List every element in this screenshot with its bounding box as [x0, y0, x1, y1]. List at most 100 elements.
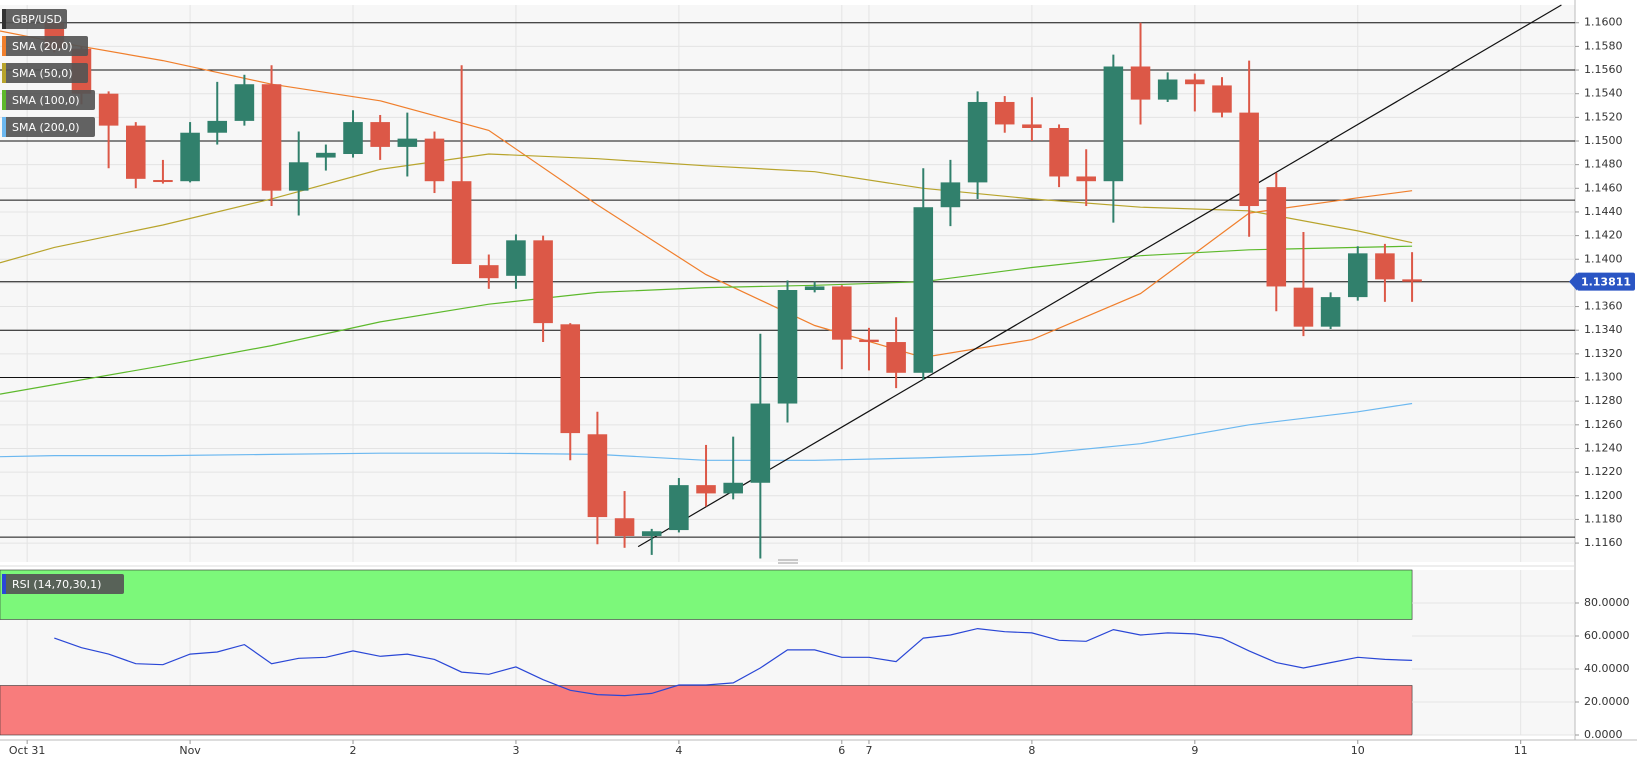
candle-body — [397, 138, 418, 147]
y-tick-label: 1.1360 — [1584, 300, 1623, 313]
x-tick-label: Nov — [179, 744, 201, 757]
y-tick-label: 1.1340 — [1584, 323, 1623, 336]
candle-body — [886, 342, 906, 373]
x-tick-label: 9 — [1191, 744, 1198, 757]
candle-body — [669, 485, 689, 531]
y-tick-label: 1.1500 — [1584, 134, 1623, 147]
candle-body — [696, 485, 716, 494]
x-tick-label: 10 — [1351, 744, 1365, 757]
candle-body — [1347, 253, 1368, 298]
candle-body — [1103, 66, 1124, 182]
y-tick-label: 0.0000 — [1584, 728, 1623, 741]
candle-body — [940, 182, 961, 208]
y-tick-label: 1.1600 — [1584, 16, 1623, 29]
y-tick-label: 1.1520 — [1584, 110, 1623, 123]
candle-body — [370, 122, 390, 147]
candle-body — [1185, 79, 1205, 85]
legend-box — [2, 90, 95, 110]
y-tick-label: 1.1560 — [1584, 63, 1623, 76]
y-tick-label: 1.1260 — [1584, 418, 1623, 431]
candle-body — [1157, 79, 1178, 100]
candle-body — [587, 434, 608, 518]
candle-body — [723, 482, 743, 494]
y-tick-label: 1.1220 — [1584, 465, 1623, 478]
x-tick-label: 3 — [512, 744, 519, 757]
x-tick-label: 8 — [1028, 744, 1035, 757]
candle-body — [424, 138, 445, 182]
candle-body — [1049, 127, 1069, 177]
legend-swatch — [2, 574, 6, 594]
legend-box — [2, 9, 67, 29]
legend-swatch — [2, 36, 6, 56]
y-tick-label: 1.1200 — [1584, 489, 1623, 502]
y-tick-label: 80.0000 — [1584, 596, 1630, 609]
y-tick-label: 1.1540 — [1584, 87, 1623, 100]
sma-line — [0, 30, 1413, 359]
candle-body — [506, 240, 526, 276]
candle-body — [560, 324, 581, 434]
x-tick-label: 6 — [838, 744, 845, 757]
legend-label: GBP/USD — [12, 13, 62, 26]
price-tag-pointer — [1569, 272, 1577, 291]
y-tick-label: 1.1580 — [1584, 39, 1623, 52]
candle-body — [533, 240, 553, 324]
y-tick-label: 1.1420 — [1584, 229, 1623, 242]
candle-body — [126, 125, 146, 179]
candle-body — [913, 207, 934, 373]
legend-label: SMA (100,0) — [12, 94, 80, 107]
legend-label: SMA (200,0) — [12, 121, 80, 134]
candle-body — [1402, 279, 1422, 282]
sma-line — [0, 245, 1413, 395]
y-tick-label: 40.0000 — [1584, 662, 1630, 675]
legend-label: SMA (50,0) — [12, 67, 73, 80]
candle-body — [777, 290, 798, 404]
y-tick-label: 1.1440 — [1584, 205, 1623, 218]
trend-line — [637, 4, 1562, 548]
y-tick-label: 1.1180 — [1584, 512, 1623, 525]
legend-swatch — [2, 90, 6, 110]
legend-box — [2, 63, 88, 83]
candle-body — [614, 518, 635, 536]
candle-body — [967, 101, 988, 183]
x-tick-label: 2 — [350, 744, 357, 757]
candle-body — [750, 403, 771, 483]
candle-body — [1076, 176, 1096, 182]
candle-body — [832, 286, 852, 340]
candle-body — [1212, 85, 1232, 113]
candle-body — [1239, 112, 1259, 207]
candle-body — [288, 162, 309, 191]
candle-body — [1293, 287, 1314, 327]
legend-swatch — [2, 117, 6, 137]
y-tick-label: 1.1240 — [1584, 441, 1623, 454]
y-tick-label: 1.1320 — [1584, 347, 1623, 360]
candle-body — [994, 101, 1015, 125]
candle-body — [1130, 66, 1151, 100]
price-tag-label: 1.13811 — [1581, 276, 1631, 289]
y-tick-label: 20.0000 — [1584, 695, 1630, 708]
candle-body — [451, 181, 472, 264]
candle-body — [1375, 253, 1395, 280]
candle-body — [180, 132, 200, 182]
legend-label: RSI (14,70,30,1) — [12, 578, 101, 591]
x-tick-label: 11 — [1514, 744, 1528, 757]
x-tick-label: 4 — [675, 744, 682, 757]
candle-body — [859, 339, 879, 343]
legend-swatch — [2, 63, 6, 83]
legend-swatch — [2, 9, 6, 29]
rsi-line — [54, 627, 1413, 697]
y-tick-label: 60.0000 — [1584, 629, 1630, 642]
candle-body — [98, 93, 119, 126]
y-tick-label: 1.1160 — [1584, 536, 1623, 549]
candle-body — [1022, 124, 1042, 128]
candle-body — [153, 180, 173, 183]
x-tick-label: Oct 31 — [9, 744, 46, 757]
y-tick-label: 1.1480 — [1584, 158, 1623, 171]
candle-body — [641, 531, 662, 536]
oversold-zone — [0, 685, 1413, 736]
candle-body — [234, 84, 255, 121]
candle-body — [1320, 297, 1341, 327]
candle-body — [804, 286, 825, 291]
candle-body — [343, 122, 363, 155]
